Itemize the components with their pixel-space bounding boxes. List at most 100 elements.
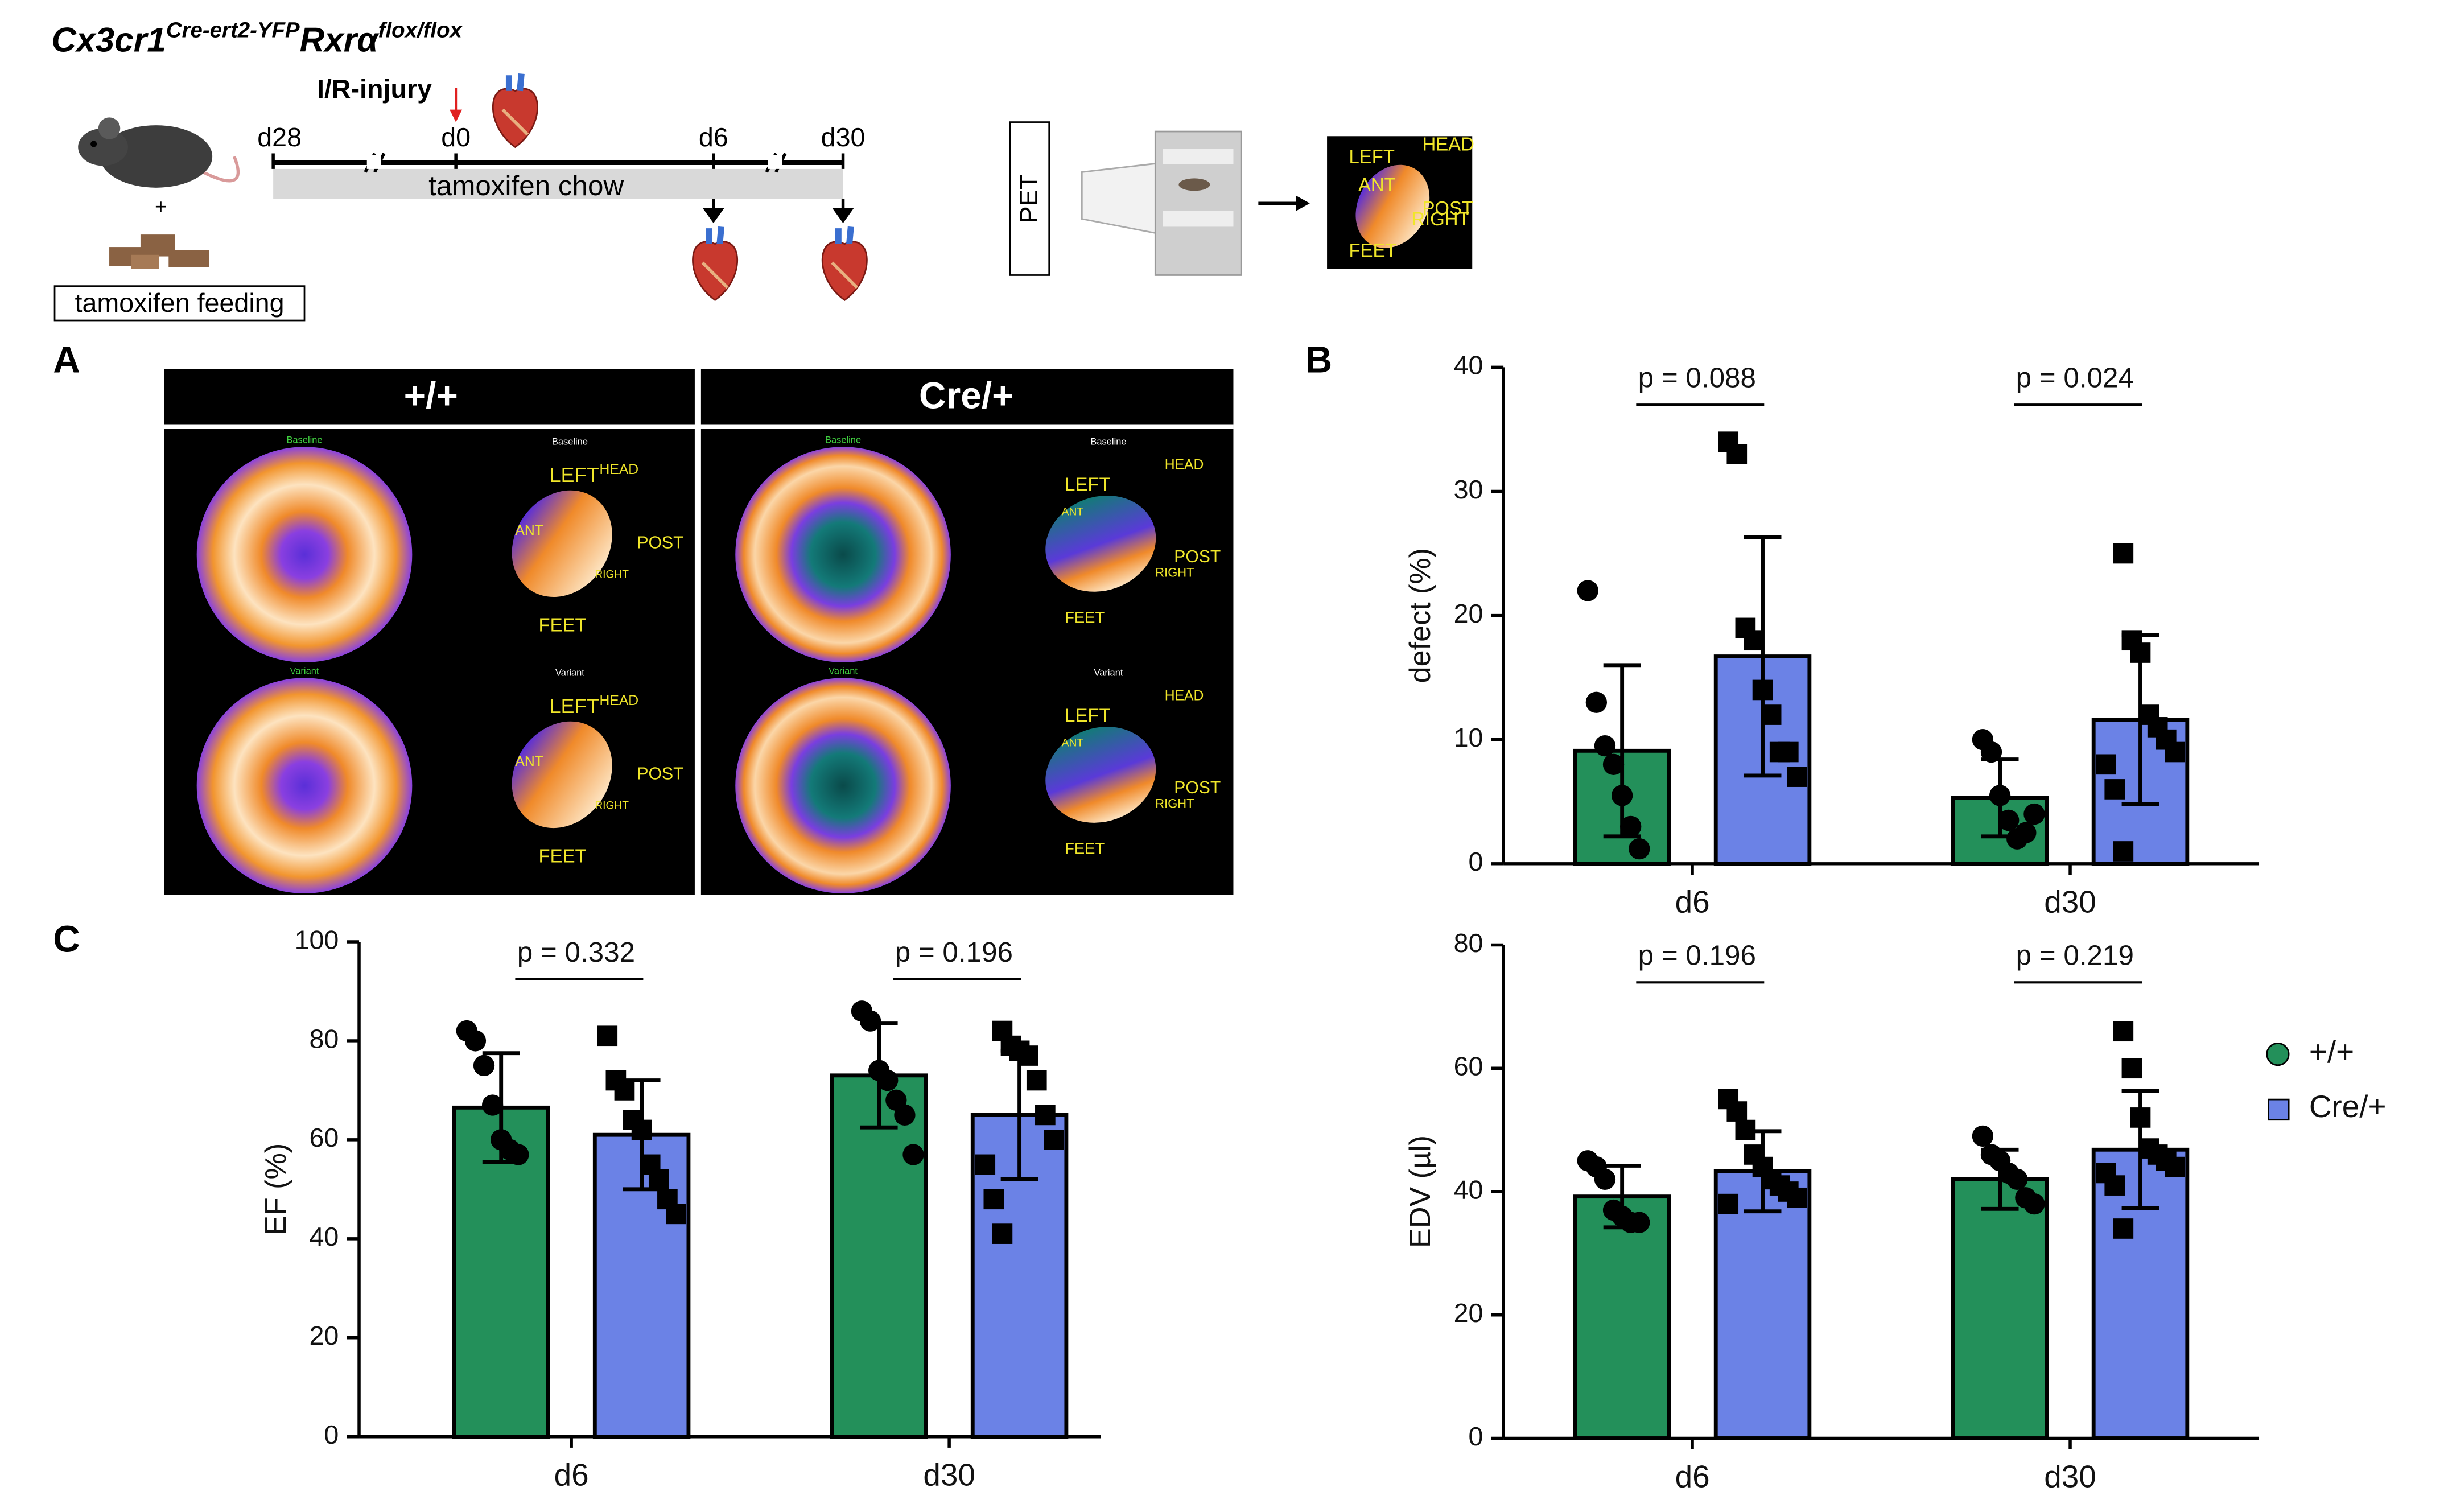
x-tick-label: d30 bbox=[2044, 884, 2096, 920]
data-point bbox=[2104, 779, 2125, 800]
y-tick-label: 40 bbox=[309, 1222, 339, 1251]
data-point bbox=[481, 1094, 504, 1116]
injury-arrow bbox=[450, 88, 463, 122]
data-point bbox=[1594, 1168, 1616, 1190]
data-point bbox=[1585, 691, 1608, 713]
data-point bbox=[2113, 1021, 2134, 1042]
pet-label: PET bbox=[1015, 174, 1042, 223]
data-point bbox=[1778, 741, 1799, 763]
y-tick-label: 20 bbox=[309, 1321, 339, 1350]
row-label: Variant bbox=[290, 666, 319, 677]
orientation-label: HEAD bbox=[1165, 689, 1204, 704]
data-point bbox=[1629, 838, 1650, 860]
data-point bbox=[1026, 1070, 1047, 1091]
data-point bbox=[2113, 543, 2134, 564]
data-point bbox=[1577, 580, 1598, 601]
annotation: p = 0.196 bbox=[1638, 940, 1756, 971]
x-tick-label: d6 bbox=[1675, 1459, 1710, 1494]
polar-map bbox=[735, 447, 951, 662]
data-point bbox=[2165, 741, 2185, 763]
orientation-label: HEAD bbox=[600, 462, 639, 477]
orientation-label: ANT bbox=[1358, 174, 1396, 195]
y-tick-label: 60 bbox=[309, 1123, 339, 1152]
orientation-label: HEAD bbox=[1422, 133, 1474, 154]
y-tick-label: 80 bbox=[1454, 928, 1483, 958]
bar bbox=[1951, 1177, 2049, 1440]
heart-icon bbox=[693, 226, 737, 300]
data-point bbox=[975, 1154, 996, 1175]
data-point bbox=[666, 1204, 686, 1225]
annotation: p = 0.196 bbox=[895, 937, 1013, 968]
error-bar bbox=[1744, 535, 1782, 778]
heart-icon bbox=[493, 74, 537, 147]
data-point bbox=[1620, 815, 1642, 838]
orientation-label: LEFT bbox=[1065, 474, 1110, 495]
orientation-label: FEET bbox=[1349, 240, 1396, 261]
y-tick-label: 10 bbox=[1454, 723, 1483, 752]
orientation-label: FEET bbox=[539, 846, 587, 867]
data-point bbox=[1735, 1119, 1756, 1140]
orientation-label: LEFT bbox=[1065, 705, 1110, 726]
orientation-label: RIGHT bbox=[1155, 796, 1194, 810]
data-point bbox=[1035, 1105, 1056, 1126]
y-tick-label: 60 bbox=[1454, 1052, 1483, 1081]
gene2-superscript: flox/flox bbox=[378, 18, 463, 43]
row-label: Baseline bbox=[1090, 436, 1126, 447]
data-point bbox=[2023, 803, 2045, 825]
data-point bbox=[2130, 642, 2151, 663]
row-label: Baseline bbox=[286, 435, 322, 446]
orientation-label: RIGHT bbox=[595, 568, 629, 580]
feeding-box bbox=[53, 285, 306, 322]
polar-map bbox=[196, 678, 413, 893]
pet-arrow bbox=[1258, 195, 1310, 211]
orientation-label: POST bbox=[1422, 197, 1473, 219]
panel-label: C bbox=[53, 917, 80, 959]
pet-box bbox=[1009, 121, 1050, 276]
pet-heart bbox=[1355, 164, 1430, 248]
orientation-label: POST bbox=[637, 533, 683, 552]
sample-arrows bbox=[702, 199, 854, 224]
column-header: Cre/+ bbox=[919, 374, 1014, 417]
data-point bbox=[1044, 1130, 1064, 1150]
timepoint: d28 bbox=[257, 122, 302, 152]
data-point bbox=[1787, 767, 1807, 787]
x-tick-label: d6 bbox=[1675, 884, 1710, 920]
column-header: +/+ bbox=[404, 374, 458, 417]
data-point bbox=[1602, 753, 1625, 775]
data-point bbox=[597, 1025, 618, 1047]
timepoint: d6 bbox=[699, 122, 728, 152]
x-tick-label: d30 bbox=[2044, 1459, 2096, 1494]
data-point bbox=[1594, 735, 1616, 757]
data-point bbox=[2006, 1168, 2028, 1190]
heart-3d bbox=[512, 721, 612, 829]
annotation: p = 0.332 bbox=[517, 937, 635, 968]
legend-swatch bbox=[2268, 1098, 2290, 1121]
row-label: Baseline bbox=[825, 435, 861, 446]
food-pellets bbox=[109, 234, 209, 269]
bar bbox=[1573, 1194, 1671, 1440]
polar-map bbox=[196, 447, 413, 662]
data-point bbox=[648, 1169, 669, 1190]
x-tick-label: d30 bbox=[923, 1457, 975, 1493]
bar bbox=[1713, 1169, 1812, 1440]
y-tick-label: 20 bbox=[1454, 1298, 1483, 1328]
bar bbox=[830, 1073, 928, 1439]
orientation-label: LEFT bbox=[550, 695, 599, 718]
heart-icon bbox=[822, 226, 867, 300]
y-tick-label: 0 bbox=[324, 1420, 339, 1449]
orientation-label: ANT bbox=[1062, 738, 1084, 749]
data-point bbox=[1611, 785, 1633, 806]
data-point bbox=[1726, 444, 1748, 464]
panel-label: B bbox=[1305, 338, 1333, 380]
data-point bbox=[2096, 754, 2116, 775]
timepoint: d30 bbox=[821, 122, 866, 152]
x-tick-label: d6 bbox=[554, 1457, 589, 1493]
y-axis-label: defect (%) bbox=[1404, 548, 1437, 683]
data-point bbox=[1972, 1125, 1994, 1147]
y-tick-label: 100 bbox=[295, 925, 339, 954]
data-point bbox=[473, 1054, 495, 1077]
data-point bbox=[2113, 841, 2134, 862]
data-point bbox=[1629, 1212, 1650, 1233]
legend-label: +/+ bbox=[2309, 1034, 2354, 1069]
y-tick-label: 20 bbox=[1454, 599, 1483, 628]
